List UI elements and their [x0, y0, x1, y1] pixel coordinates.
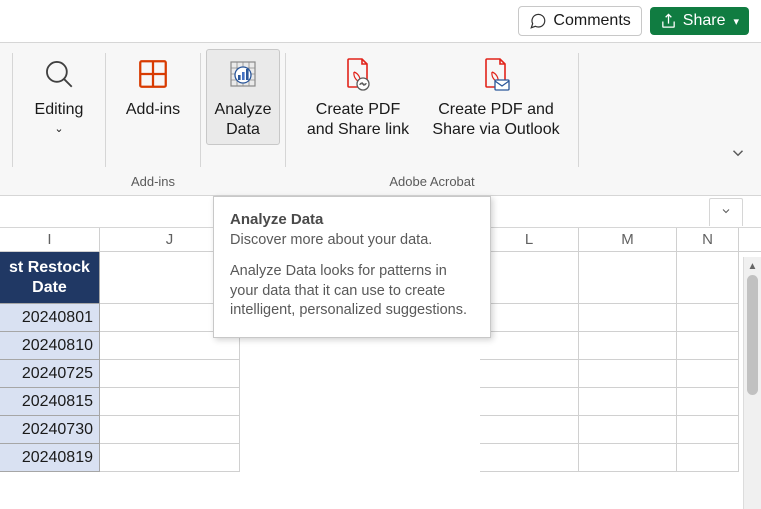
addins-group-label: Add-ins — [131, 170, 175, 195]
ribbon-separator — [200, 53, 201, 167]
analyze-data-button[interactable]: Analyze Data — [206, 49, 281, 145]
cell[interactable] — [677, 444, 739, 472]
cell-under-tooltip — [240, 444, 480, 472]
cell[interactable] — [480, 304, 579, 332]
chevron-down-icon — [718, 205, 734, 217]
cell[interactable] — [480, 444, 579, 472]
formula-bar-expand[interactable] — [709, 198, 743, 226]
create-pdf-sharelink-button[interactable]: Create PDF and Share link — [294, 49, 422, 145]
cell-under-tooltip — [240, 360, 480, 388]
ribbon: Editing ⌄ Add-ins Add-ins — [0, 42, 761, 196]
pdf-sharelink-label-1: Create PDF — [316, 100, 400, 120]
pdf-outlook-label-1: Create PDF and — [438, 100, 554, 120]
cell[interactable] — [100, 360, 240, 388]
col-header-L[interactable]: L — [480, 228, 579, 251]
cell[interactable] — [579, 360, 677, 388]
cell[interactable] — [677, 252, 739, 304]
comments-button[interactable]: Comments — [518, 6, 641, 36]
share-button[interactable]: Share ▾ — [650, 7, 749, 35]
table-header-cell[interactable]: st Restock Date — [0, 252, 100, 304]
share-icon — [660, 13, 677, 30]
data-cell[interactable]: 20240810 — [0, 332, 100, 360]
ribbon-separator — [12, 53, 13, 167]
editing-dropdown[interactable]: Editing ⌄ — [24, 49, 94, 140]
magnifier-icon — [42, 57, 76, 91]
pdf-mail-icon — [479, 56, 513, 92]
data-cell[interactable]: 20240730 — [0, 416, 100, 444]
cell[interactable] — [480, 332, 579, 360]
table-row: 20240819 — [0, 444, 761, 472]
acrobat-group-label: Adobe Acrobat — [389, 170, 474, 195]
cell[interactable] — [480, 360, 579, 388]
chevron-down-icon: ⌄ — [54, 122, 63, 135]
cell[interactable] — [677, 332, 739, 360]
data-cell[interactable]: 20240815 — [0, 388, 100, 416]
pdf-link-icon — [341, 56, 375, 92]
cell[interactable] — [677, 388, 739, 416]
data-cell[interactable]: 20240801 — [0, 304, 100, 332]
cell[interactable] — [677, 360, 739, 388]
vertical-scrollbar[interactable]: ▲ — [743, 257, 761, 509]
cell[interactable] — [579, 444, 677, 472]
pdf-sharelink-label-2: and Share link — [307, 120, 409, 140]
cell[interactable] — [677, 416, 739, 444]
cell[interactable] — [480, 252, 579, 304]
tooltip-title: Analyze Data — [230, 211, 474, 228]
table-row: 20240725 — [0, 360, 761, 388]
cell-under-tooltip — [240, 416, 480, 444]
ribbon-separator — [105, 53, 106, 167]
analyze-data-icon — [225, 56, 261, 92]
cell[interactable] — [100, 444, 240, 472]
comment-icon — [529, 12, 547, 30]
addins-icon — [136, 57, 170, 91]
cell[interactable] — [579, 388, 677, 416]
cell-under-tooltip — [240, 388, 480, 416]
cell[interactable] — [677, 304, 739, 332]
col-header-I[interactable]: I — [0, 228, 100, 251]
addins-label: Add-ins — [126, 100, 180, 120]
data-cell[interactable]: 20240819 — [0, 444, 100, 472]
share-label: Share — [683, 12, 726, 30]
cell[interactable] — [579, 416, 677, 444]
pdf-outlook-label-2: Share via Outlook — [432, 120, 559, 140]
col-header-M[interactable]: M — [579, 228, 677, 251]
table-row: 20240815 — [0, 388, 761, 416]
ribbon-group-label-empty — [241, 170, 245, 195]
col-header-N[interactable]: N — [677, 228, 739, 251]
analyze-label-1: Analyze — [215, 100, 272, 120]
chevron-down-icon — [729, 144, 747, 162]
scroll-thumb[interactable] — [747, 275, 758, 395]
data-cell[interactable]: 20240725 — [0, 360, 100, 388]
comments-label: Comments — [553, 12, 630, 30]
cell[interactable] — [480, 388, 579, 416]
cell[interactable] — [579, 304, 677, 332]
editing-label: Editing — [35, 100, 84, 120]
ribbon-separator — [285, 53, 286, 167]
ribbon-group-label-empty — [57, 170, 61, 195]
analyze-data-tooltip: Analyze Data Discover more about your da… — [213, 196, 491, 338]
create-pdf-outlook-button[interactable]: Create PDF and Share via Outlook — [422, 49, 570, 145]
cell[interactable] — [579, 332, 677, 360]
cell[interactable] — [579, 252, 677, 304]
addins-button[interactable]: Add-ins — [117, 49, 189, 125]
ribbon-separator — [578, 53, 579, 167]
scroll-up-button[interactable]: ▲ — [744, 257, 761, 275]
ribbon-collapse-button[interactable] — [729, 144, 747, 165]
analyze-label-2: Data — [226, 120, 260, 140]
cell[interactable] — [100, 416, 240, 444]
tooltip-subtitle: Discover more about your data. — [230, 232, 474, 248]
tooltip-body: Analyze Data looks for patterns in your … — [230, 262, 474, 321]
cell[interactable] — [480, 416, 579, 444]
cell[interactable] — [100, 388, 240, 416]
table-row: 20240730 — [0, 416, 761, 444]
chevron-down-icon: ▾ — [733, 15, 739, 28]
